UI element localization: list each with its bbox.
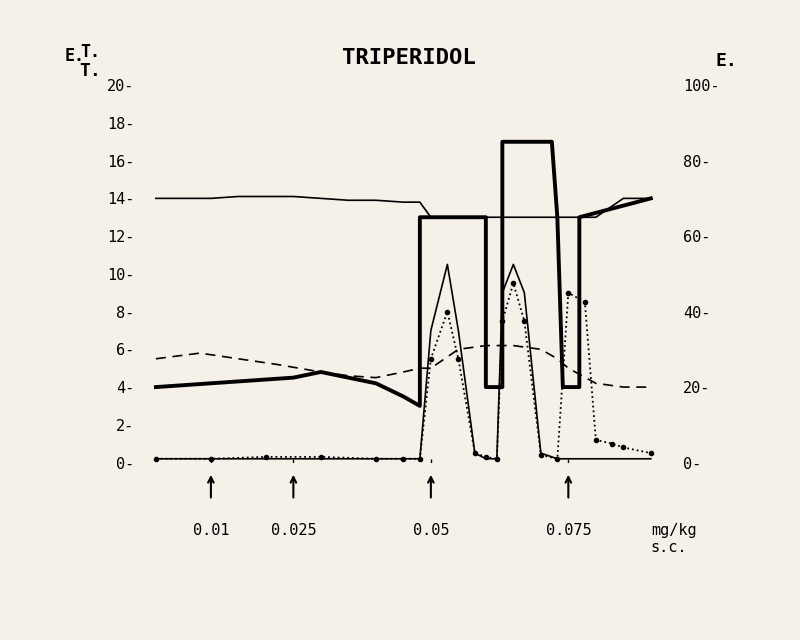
Text: E.: E. [65,47,85,65]
Text: 0.075: 0.075 [546,523,591,538]
Text: E.: E. [716,52,738,70]
Text: mg/kg
s.c.: mg/kg s.c. [651,523,697,556]
Text: 0.01: 0.01 [193,523,229,538]
Text: T.: T. [79,61,101,80]
Title: TRIPERIDOL: TRIPERIDOL [342,49,476,68]
Text: 0.025: 0.025 [270,523,316,538]
Text: T.: T. [80,43,100,61]
Text: 0.05: 0.05 [413,523,449,538]
